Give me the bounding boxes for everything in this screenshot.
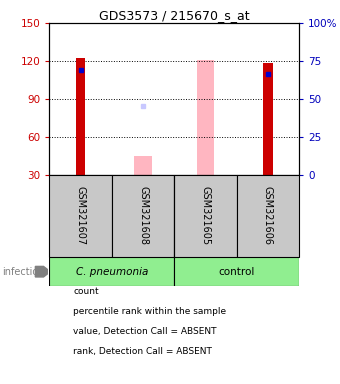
Text: percentile rank within the sample: percentile rank within the sample	[73, 307, 226, 316]
Bar	[49, 175, 112, 257]
Text: GSM321606: GSM321606	[263, 187, 273, 245]
Text: value, Detection Call = ABSENT: value, Detection Call = ABSENT	[73, 327, 217, 336]
Text: control: control	[219, 266, 255, 277]
Text: infection: infection	[2, 266, 44, 277]
Text: C. pneumonia: C. pneumonia	[75, 266, 148, 277]
Bar	[263, 63, 273, 175]
Bar	[112, 175, 174, 257]
Bar	[174, 257, 299, 286]
Title: GDS3573 / 215670_s_at: GDS3573 / 215670_s_at	[99, 9, 250, 22]
Text: count: count	[73, 287, 99, 296]
Text: GSM321608: GSM321608	[138, 187, 148, 245]
Bar	[49, 257, 174, 286]
Bar	[134, 156, 152, 175]
Bar	[174, 175, 237, 257]
Bar	[197, 60, 214, 175]
Bar	[237, 175, 299, 257]
Bar	[76, 58, 85, 175]
Text: rank, Detection Call = ABSENT: rank, Detection Call = ABSENT	[73, 347, 212, 356]
Text: GSM321605: GSM321605	[201, 187, 210, 245]
FancyArrow shape	[35, 266, 50, 277]
Text: GSM321607: GSM321607	[75, 187, 86, 245]
